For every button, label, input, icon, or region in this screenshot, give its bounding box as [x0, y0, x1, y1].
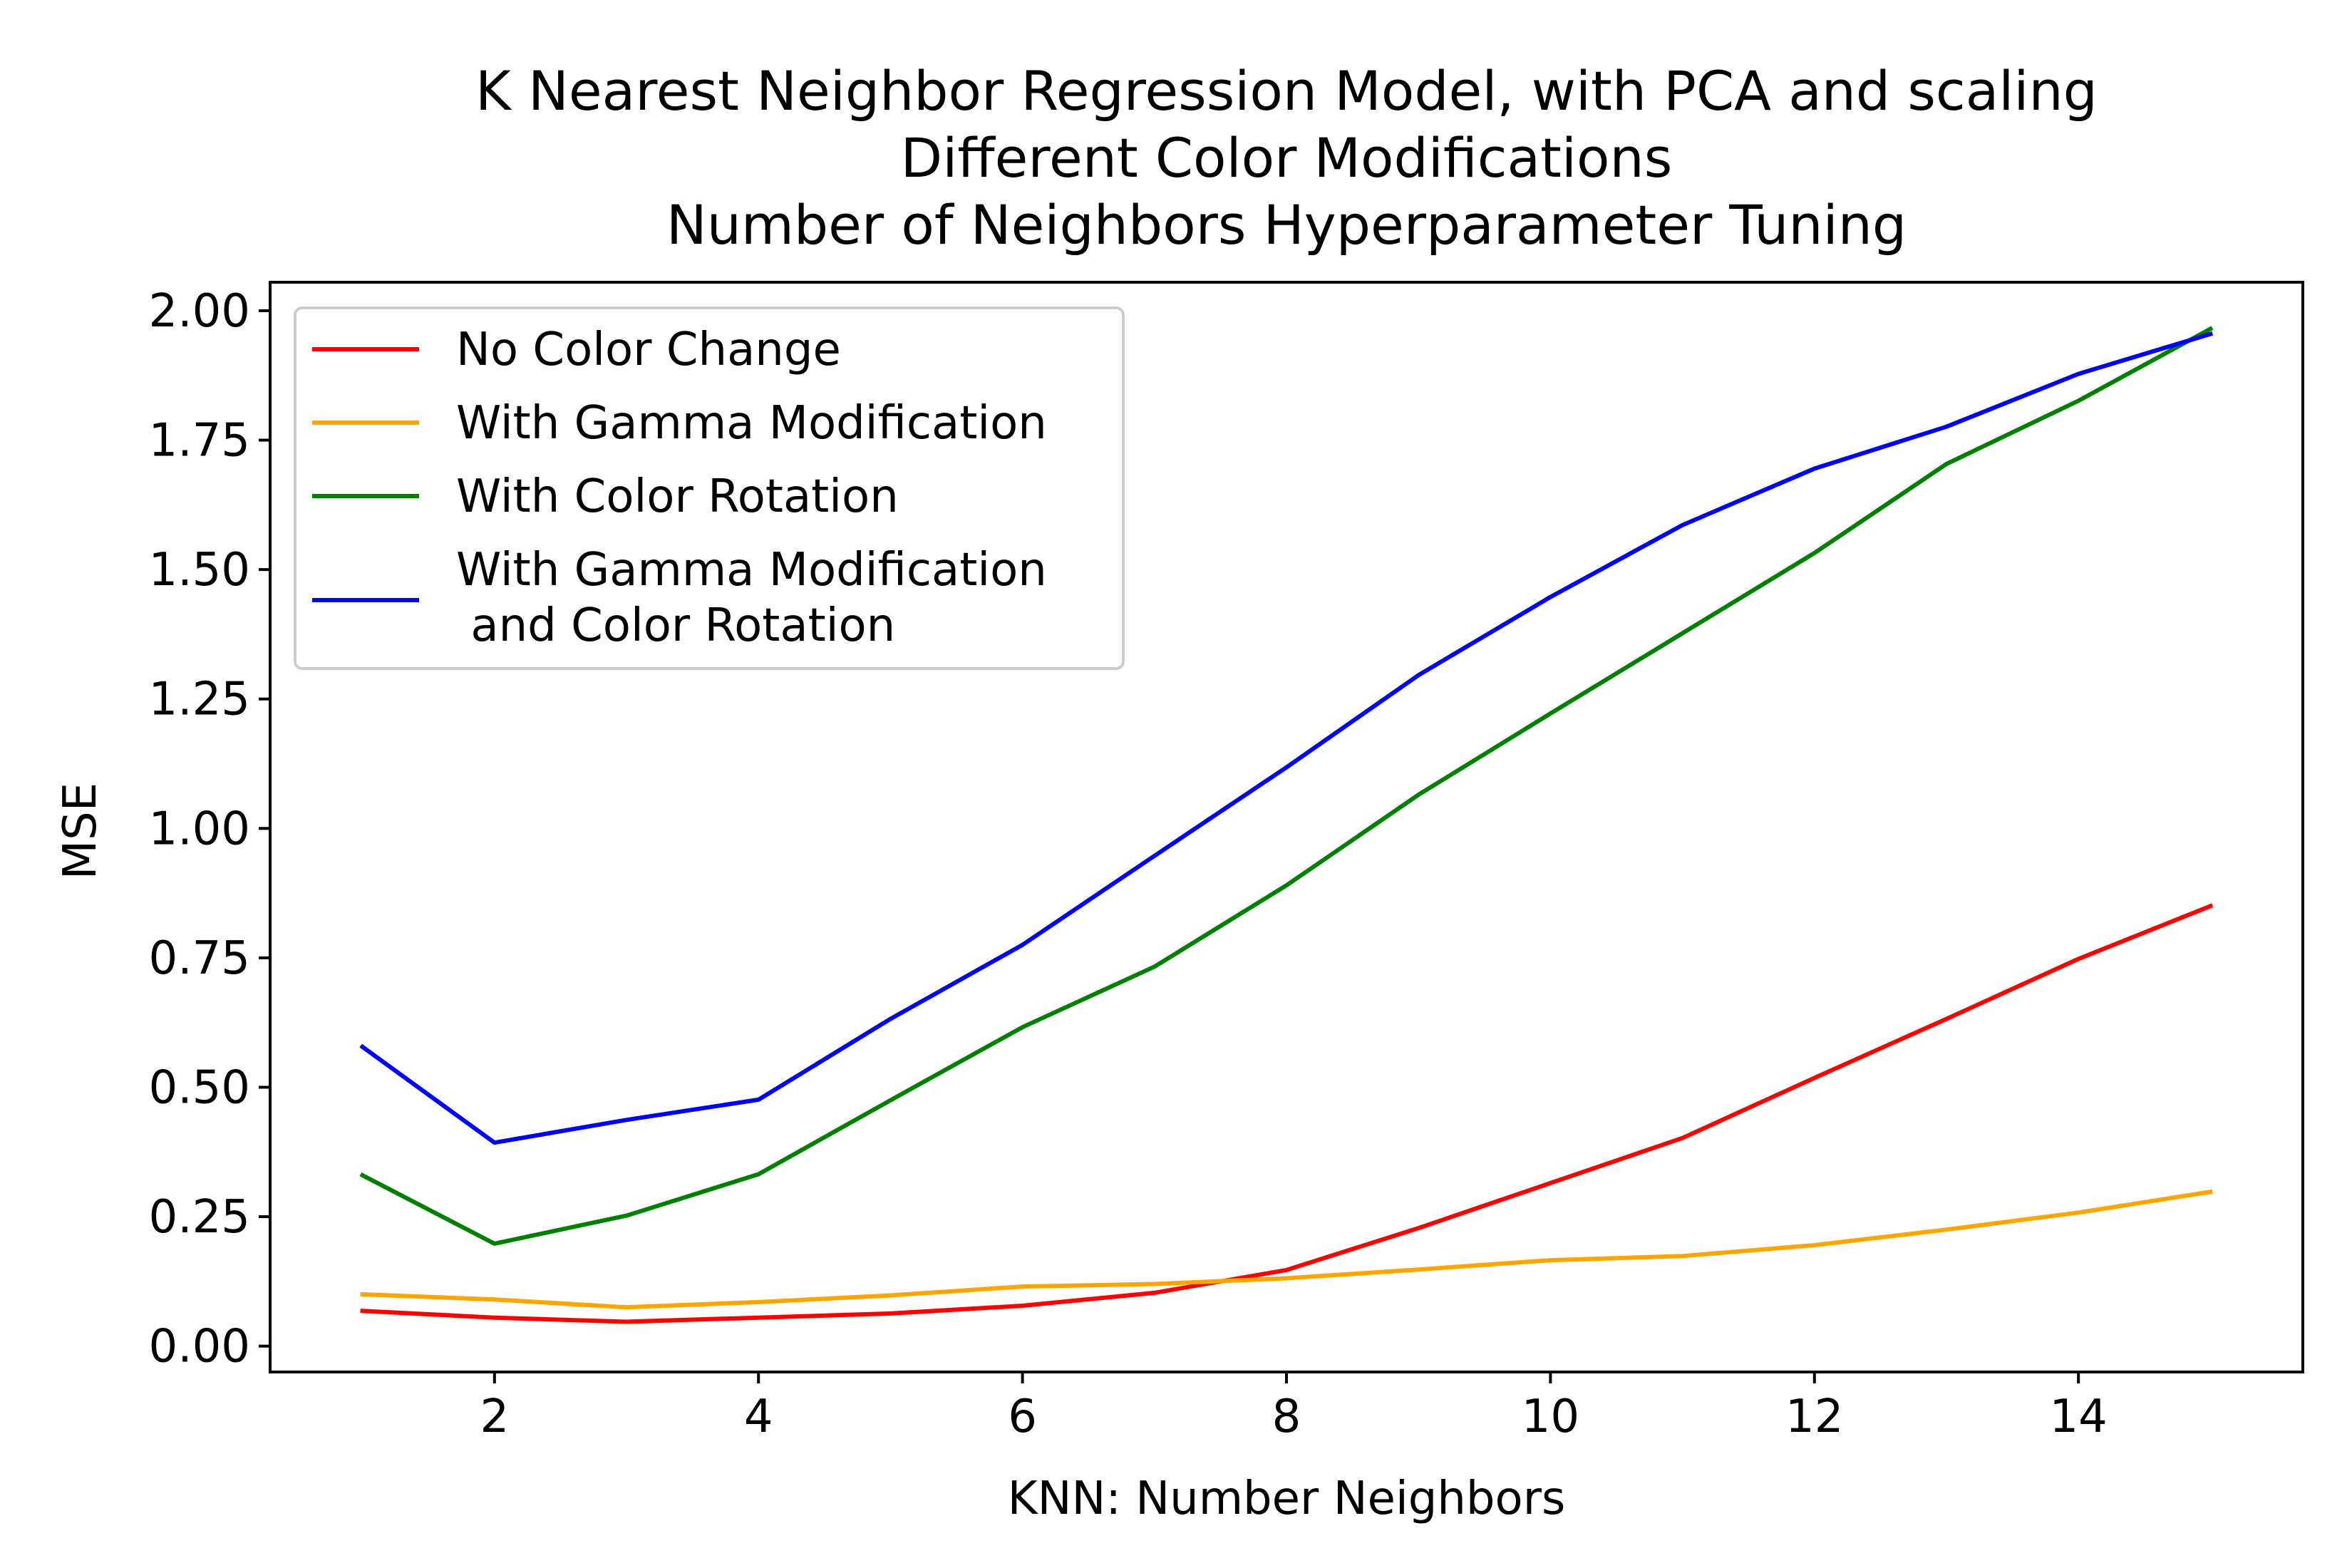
y-tick-label: 0.25: [149, 1191, 251, 1244]
y-tick-label: 2.00: [149, 285, 251, 338]
legend-label-gamma-rotation-line-2: and Color Rotation: [456, 599, 895, 652]
x-tick-label: 10: [1522, 1391, 1579, 1443]
legend-box: [294, 306, 1125, 670]
chart-title: K Nearest Neighbor Regression Model, wit…: [475, 59, 2098, 257]
x-tick-label: 6: [1008, 1391, 1037, 1443]
legend-label-gamma-rotation-line-1: With Gamma Modification: [456, 544, 1047, 597]
x-tick-label: 8: [1272, 1391, 1301, 1443]
x-tick-label: 4: [744, 1391, 773, 1443]
x-axis-label: KNN: Number Neighbors: [1008, 1472, 1566, 1525]
chart-title-line-1: K Nearest Neighbor Regression Model, wit…: [475, 59, 2098, 123]
chart-title-line-3: Number of Neighbors Hyperparameter Tunin…: [666, 193, 1907, 257]
y-axis-label: MSE: [54, 783, 107, 880]
series-line-gamma-and-rotation: [359, 331, 2214, 1145]
y-tick-label: 1.75: [149, 415, 251, 468]
x-tick-label: 12: [1785, 1391, 1843, 1443]
legend-label-no-color-change: No Color Change: [456, 324, 841, 376]
series-line-color-rotation: [359, 326, 2214, 1246]
legend-label-rotation: With Color Rotation: [456, 470, 899, 523]
y-axis-ticks: 0.00 0.25 0.50 0.75 1.00 1.25 1.50 1.75 2.00: [149, 285, 270, 1373]
y-tick-label: 0.75: [149, 932, 251, 985]
legend-label-gamma: With Gamma Modification: [456, 397, 1047, 450]
series-line-gamma-modification: [360, 1189, 2213, 1310]
x-tick-label: 14: [2049, 1391, 2107, 1443]
legend: No Color Change With Gamma Modification …: [294, 306, 1125, 670]
y-tick-label: 0.50: [149, 1061, 251, 1114]
y-tick-label: 1.50: [149, 544, 251, 597]
series-lines: [359, 326, 2214, 1324]
x-tick-label: 2: [480, 1391, 509, 1443]
y-tick-label: 1.25: [149, 674, 251, 726]
chart-title-line-2: Different Color Modifications: [901, 126, 1673, 190]
series-line-no-color-change: [360, 903, 2214, 1324]
y-tick-label: 1.00: [149, 803, 251, 855]
y-tick-label: 0.00: [149, 1321, 251, 1373]
x-axis-ticks: 2 4 6 8 10 12 14: [480, 1372, 2108, 1443]
